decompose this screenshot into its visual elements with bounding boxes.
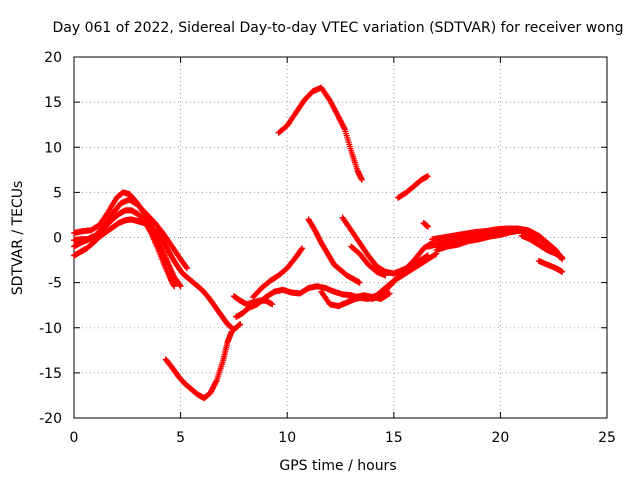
x-tick-label: 20 [491, 430, 509, 446]
series-arc-21 [535, 257, 566, 275]
data-point [559, 268, 566, 275]
data-point [183, 265, 190, 272]
data-point [237, 321, 244, 328]
data-point [356, 279, 363, 286]
series-arc-14 [348, 243, 389, 279]
chart-title: Day 061 of 2022, Sidereal Day-to-day VTE… [53, 20, 624, 36]
y-tick-label: -5 [48, 276, 62, 292]
data-point [424, 173, 431, 180]
data-point [228, 328, 235, 335]
series-arc-04 [71, 196, 190, 272]
series-arc-13 [339, 214, 431, 277]
y-tick-label: 15 [44, 95, 62, 111]
series-arc-20 [518, 232, 566, 261]
data-point [358, 176, 365, 183]
data-point [299, 245, 306, 252]
series-arc-15 [395, 173, 431, 201]
y-tick-label: 5 [53, 185, 62, 201]
data-point [424, 252, 431, 259]
data-point [424, 223, 431, 230]
data-point [382, 272, 389, 279]
y-axis-label: SDTVAR / TECUs [10, 181, 26, 296]
y-tick-label: -10 [39, 321, 62, 337]
series-arc-10 [305, 216, 363, 286]
data-point [171, 283, 178, 290]
y-tick-label: 20 [44, 50, 62, 66]
data-point [386, 290, 393, 297]
series-arc-19 [433, 227, 536, 254]
y-tick-label: 0 [53, 231, 62, 247]
data-point [269, 301, 276, 308]
x-tick-label: 25 [598, 430, 616, 446]
series-arc-09 [275, 84, 365, 183]
y-tick-label: -20 [39, 411, 62, 427]
series-arc-05 [162, 328, 235, 402]
axis-ticks: 0 5 10 15 20 25 -20 -15 -10 -5 0 5 10 15 20 [39, 50, 616, 446]
x-axis-label: GPS time / hours [279, 458, 396, 474]
series-arc-16 [420, 220, 431, 230]
y-tick-label: -15 [39, 366, 62, 382]
x-tick-label: 5 [176, 430, 185, 446]
x-tick-label: 0 [70, 430, 79, 446]
series-arc-08 [250, 245, 306, 301]
data-point [559, 254, 566, 261]
data-point [177, 283, 184, 290]
plot-area-points [71, 84, 566, 402]
y-tick-label: 10 [44, 140, 62, 156]
data-point [529, 229, 536, 236]
series-arc-12 [343, 290, 393, 306]
data-series [71, 84, 566, 402]
series-arc-03 [71, 189, 184, 290]
x-tick-label: 10 [278, 430, 296, 446]
x-tick-label: 15 [385, 430, 403, 446]
